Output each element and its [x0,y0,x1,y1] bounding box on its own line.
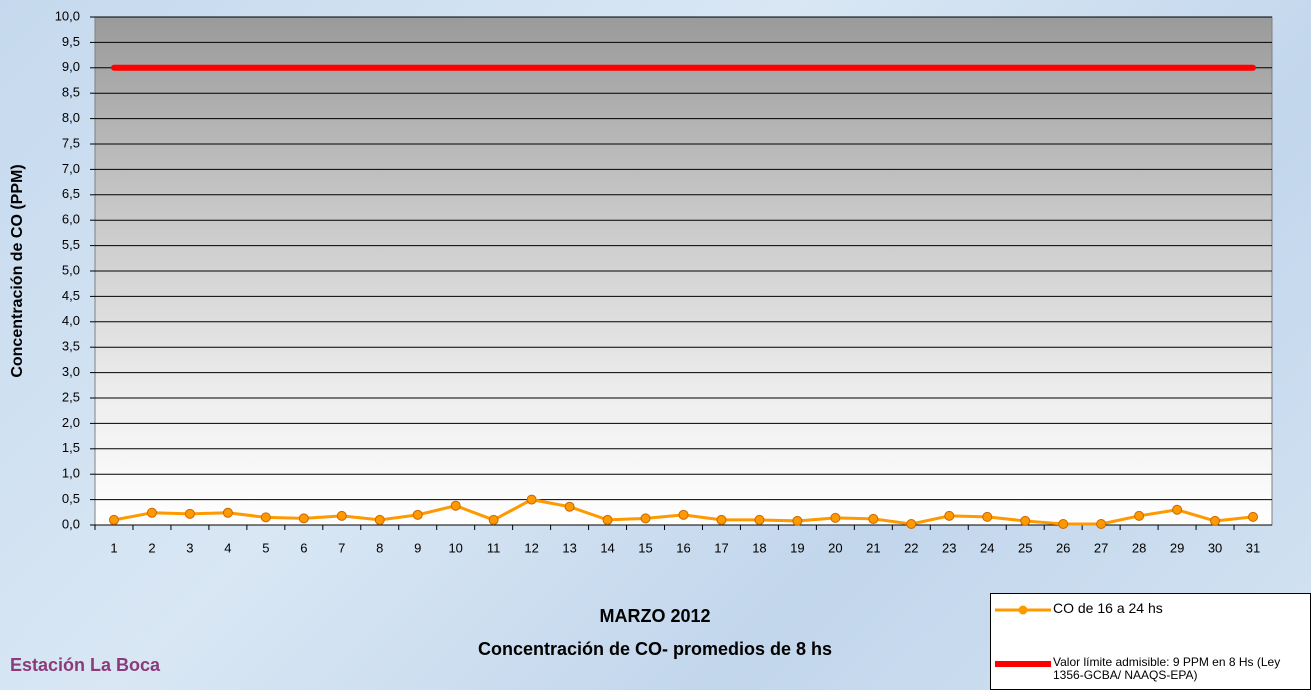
x-tick-label: 26 [1056,540,1070,555]
data-point [602,514,613,525]
data-point [146,507,157,518]
data-point [716,514,727,525]
x-tick-label: 29 [1170,540,1184,555]
data-point [108,514,119,525]
x-tick-label: 21 [866,540,880,555]
y-tick-label: 7,5 [62,135,80,150]
data-point [564,501,575,512]
data-point [944,510,955,521]
data-point [906,518,917,529]
legend-marker [1018,605,1028,615]
x-tick-label: 20 [828,540,842,555]
y-tick-label: 5,5 [62,237,80,252]
x-tick-label: 5 [262,540,269,555]
x-tick-label: 15 [638,540,652,555]
y-tick-label: 4,5 [62,288,80,303]
x-tick-label: 2 [148,540,155,555]
data-point [982,511,993,522]
data-point [1096,518,1107,529]
x-tick-label: 4 [224,540,231,555]
y-tick-label: 3,5 [62,339,80,354]
x-tick-label: 7 [338,540,345,555]
x-tick-label: 18 [752,540,766,555]
y-tick-label: 10,0 [55,8,80,23]
legend-label: CO de 16 a 24 hs [1053,600,1163,616]
data-point [298,513,309,524]
legend-swatch [995,661,1051,667]
data-point [1248,511,1259,522]
y-tick-label: 0,0 [62,516,80,531]
y-tick-label: 1,0 [62,466,80,481]
x-tick-label: 13 [562,540,576,555]
data-point [754,514,765,525]
station-label: Estación La Boca [10,655,161,675]
x-tick-label: 11 [487,540,501,555]
data-point [640,513,651,524]
legend: CO de 16 a 24 hs Valor límite admisible: … [990,593,1311,690]
data-point [868,513,879,524]
y-tick-label: 6,5 [62,186,80,201]
x-tick-label: 31 [1246,540,1260,555]
data-point [1210,515,1221,526]
data-point [374,514,385,525]
y-tick-label: 0,5 [62,491,80,506]
data-point [678,509,689,520]
y-tick-label: 8,0 [62,110,80,125]
x-tick-label: 22 [904,540,918,555]
legend-swatch [995,605,1051,615]
data-point [488,514,499,525]
chart-title: MARZO 2012 [599,606,710,626]
x-tick-label: 12 [524,540,538,555]
y-tick-label: 2,0 [62,415,80,430]
x-tick-label: 3 [186,540,193,555]
x-tick-label: 28 [1132,540,1146,555]
x-tick-label: 16 [676,540,690,555]
data-point [222,507,233,518]
chart-subtitle: Concentración de CO- promedios de 8 hs [478,639,832,659]
x-tick-label: 30 [1208,540,1222,555]
y-tick-label: 7,0 [62,161,80,176]
data-point [526,494,537,505]
legend-entry: CO de 16 a 24 hs [991,600,1303,618]
data-point [336,510,347,521]
x-tick-label: 17 [714,540,728,555]
y-tick-label: 3,0 [62,364,80,379]
data-point [184,508,195,519]
x-tick-label: 8 [376,540,383,555]
x-tick-label: 19 [790,540,804,555]
x-tick-label: 10 [448,540,462,555]
x-tick-label: 9 [414,540,421,555]
x-tick-label: 27 [1094,540,1108,555]
x-tick-label: 14 [600,540,614,555]
y-tick-label: 2,5 [62,389,80,404]
x-tick-label: 25 [1018,540,1032,555]
x-tick-label: 23 [942,540,956,555]
y-tick-label: 6,0 [62,212,80,227]
data-point [450,500,461,511]
data-point [830,512,841,523]
legend-label: Valor límite admisible: 9 PPM en 8 Hs (L… [1053,655,1281,682]
data-point [1058,518,1069,529]
y-tick-label: 4,0 [62,313,80,328]
data-point [260,512,271,523]
y-tick-label: 8,5 [62,85,80,100]
data-point [412,509,423,520]
y-tick-label: 1,5 [62,440,80,455]
data-point [1172,504,1183,515]
y-tick-label: 5,0 [62,262,80,277]
data-point [1020,515,1031,526]
data-point [1134,510,1145,521]
x-tick-label: 1 [110,540,117,555]
x-tick-label: 6 [300,540,307,555]
x-tick-label: 24 [980,540,994,555]
legend-entry: Valor límite admisible: 9 PPM en 8 Hs (L… [991,656,1303,682]
data-point [792,515,803,526]
y-axis-label: Concentración de CO (PPM) [9,164,26,377]
y-tick-label: 9,5 [62,34,80,49]
y-tick-label: 9,0 [62,59,80,74]
